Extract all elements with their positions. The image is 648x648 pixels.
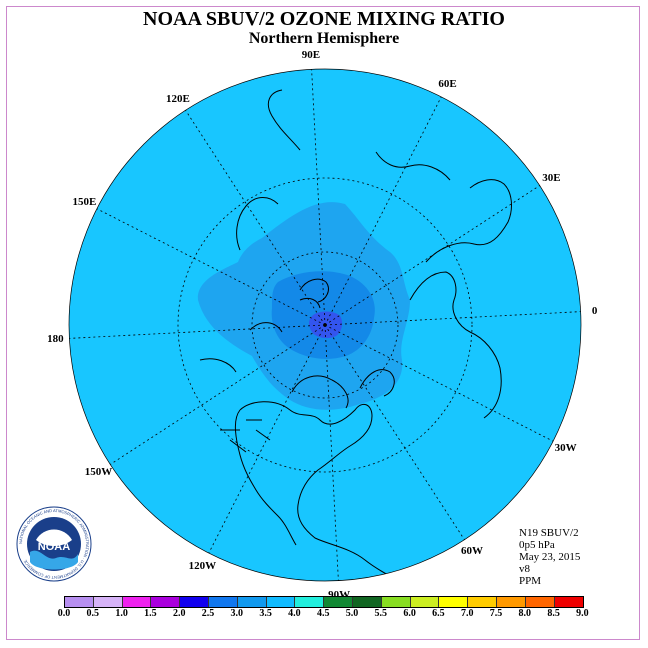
colorbar-swatch: [208, 597, 238, 607]
colorbar-label: 7.0: [460, 608, 474, 619]
map-info: N19 SBUV/2 0p5 hPa May 23, 2015 v8 PPM: [519, 527, 580, 587]
longitude-label: 150W: [84, 466, 113, 479]
colorbar-swatch: [554, 597, 584, 607]
colorbar-swatch: [151, 597, 181, 607]
colorbar-swatch: [381, 597, 411, 607]
map-title: NOAA SBUV/2 OZONE MIXING RATIO: [143, 8, 505, 30]
colorbar-swatch: [496, 597, 526, 607]
colorbar-label: 9.0: [576, 608, 589, 619]
colorbar-label: 8.5: [547, 608, 560, 619]
colorbar-label: 2.0: [172, 608, 186, 619]
colorbar-label: 3.0: [230, 608, 244, 619]
colorbar-label: 0.5: [86, 608, 100, 619]
satellite-label: N19 SBUV/2: [519, 527, 579, 539]
colorbar-swatch: [468, 597, 497, 607]
colorbar-label: 0.0: [57, 608, 71, 619]
colorbar-label: 1.0: [115, 608, 128, 619]
colorbar-label: 6.5: [432, 608, 445, 619]
colorbar-swatch: [295, 597, 325, 607]
longitude-label: 120W: [188, 559, 217, 572]
colorbar-label: 3.5: [259, 608, 272, 619]
longitude-label: 0: [591, 304, 598, 317]
colorbar-swatch: [93, 597, 123, 607]
colorbar-swatch: [352, 597, 382, 607]
colorbar-label: 4.0: [288, 608, 301, 619]
longitude-label: 150E: [72, 196, 97, 209]
map-subtitle: Northern Hemisphere: [248, 30, 400, 47]
colorbar-swatch: [525, 597, 555, 607]
longitude-label: 30W: [554, 441, 577, 454]
noaa-logo: NOAA NATIONAL OCEANIC AND ATMOSPHERIC AD…: [16, 506, 92, 582]
lat-lon-grid: [69, 69, 581, 581]
longitude-label: 30E: [542, 171, 561, 184]
colorbar-labels: 0.0 0.5 1.0 1.5 2.0 2.5 3.0 3.5 4.0 4.5 5.0 5.5 6.0 6…: [0, 608, 648, 622]
noaa-logo-text: NOAA: [38, 541, 70, 553]
colorbar-label: 8.0: [518, 608, 532, 619]
colorbar-label: 7.5: [489, 608, 503, 619]
colorbar-swatch: [122, 597, 152, 607]
colorbar-swatch: [410, 597, 440, 607]
colorbar-swatch: [65, 597, 94, 607]
colorbar-swatch: [237, 597, 267, 607]
pressure-level-label: 0p5 hPa: [519, 539, 555, 551]
date-label: May 23, 2015: [519, 551, 581, 563]
colorbar-label: 4.5: [316, 608, 330, 619]
colorbar: [64, 596, 585, 608]
figure-border: [6, 6, 640, 640]
colorbar-label: 5.0: [345, 608, 359, 619]
colorbar-label: 5.5: [374, 608, 388, 619]
longitude-label: 90E: [301, 49, 321, 62]
coastlines: [199, 89, 512, 581]
colorbar-label: 2.5: [201, 608, 215, 619]
colorbar-swatch: [180, 597, 209, 607]
version-label: v8: [519, 563, 530, 575]
units-label: PPM: [519, 575, 542, 587]
colorbar-swatch: [324, 597, 353, 607]
colorbar-swatch: [439, 597, 469, 607]
colorbar-label: 6.0: [403, 608, 416, 619]
longitude-label: 120E: [166, 92, 190, 105]
longitude-label: 60W: [461, 545, 484, 558]
longitude-label: 60E: [438, 78, 457, 91]
colorbar-swatch: [266, 597, 296, 607]
colorbar-label: 1.5: [144, 608, 157, 619]
longitude-label: 180: [47, 333, 64, 346]
